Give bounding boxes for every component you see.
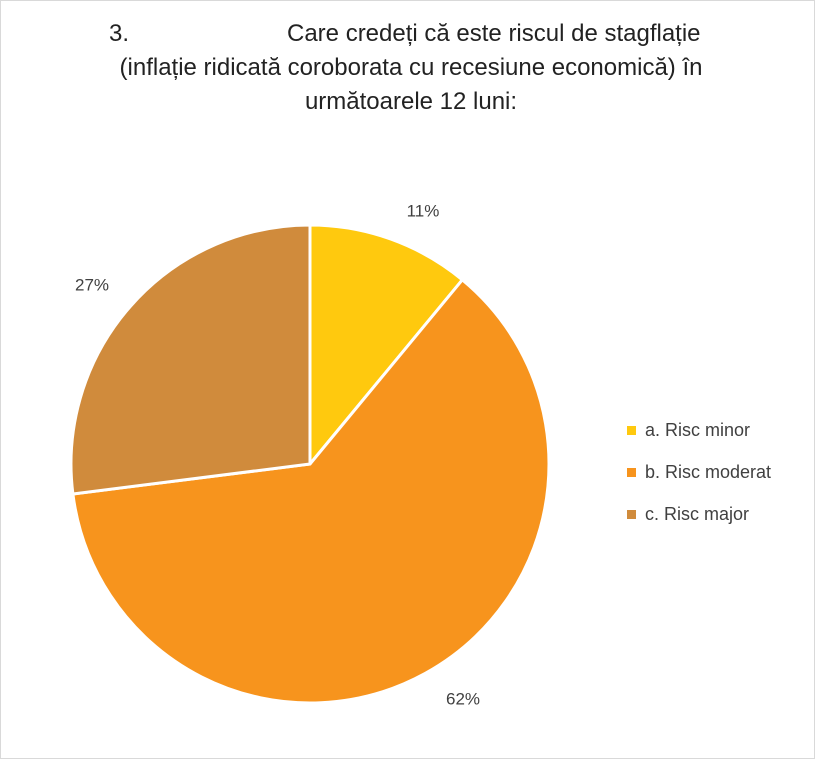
question-number: 3. [109,20,130,47]
pie-slice-1 [308,223,464,466]
legend-label: b. Risc moderat [645,461,772,482]
legend-item-risc-minor: a. Risc minor [627,409,771,451]
pie-slice-2 [71,278,551,705]
legend-item-risc-moderat: b. Risc moderat [627,451,771,493]
pie-slice-3 [69,223,312,496]
legend: a. Risc minor b. Risc moderat c. Risc ma… [627,409,771,535]
legend-swatch [627,509,636,519]
legend-swatch [627,467,636,477]
data-label-2: 62% [446,689,480,708]
legend-item-risc-major: c. Risc major [627,493,771,535]
title-line-3: următoarele 12 luni: [304,88,518,115]
data-label-1: 11% [407,201,440,220]
title-line-1: Care credeți că este riscul de stagflați… [287,20,701,47]
legend-label: c. Risc major [645,503,750,524]
title-line-2: (inflație ridicată coroborata cu recesiu… [119,54,703,81]
chart-title: 3. Care credeți că este riscul de stagfl… [61,17,761,119]
data-label-3: 27% [75,275,109,294]
legend-swatch [627,425,636,435]
legend-label: a. Risc minor [645,419,751,440]
